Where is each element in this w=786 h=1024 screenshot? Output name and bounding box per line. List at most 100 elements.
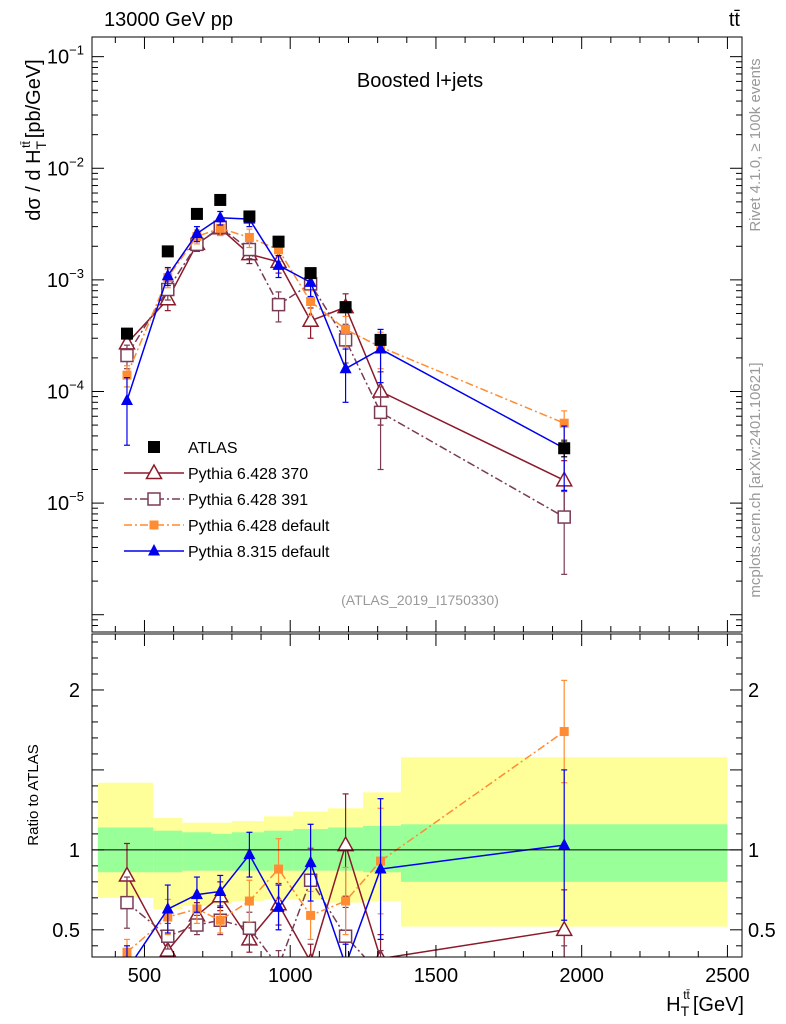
ratio-band-inner [182, 832, 212, 871]
ratio-point [242, 921, 257, 935]
ratio-point [161, 902, 174, 914]
main-series-layer [118, 193, 573, 575]
x-tick-label: 1000 [268, 965, 313, 987]
x-axis-label: HTtt̄ [GeV] [666, 988, 744, 1019]
x-tick-label: 2500 [705, 965, 750, 987]
legend-entry-pythia-6-428-370: Pythia 6.428 370 [124, 463, 308, 483]
ratio-point [558, 838, 571, 850]
legend-marker [145, 463, 163, 480]
legend-marker [148, 544, 160, 556]
main-line-pythia-6-428-370 [126, 227, 565, 481]
ratio-band-inner [153, 830, 183, 873]
ratio-point [243, 847, 256, 860]
main-point [161, 245, 174, 258]
process-label: 13000 GeV pp [104, 9, 233, 31]
main-line-pythia-8-315-default [126, 217, 565, 449]
y-tick-label: 10−3 [47, 266, 84, 292]
main-point [271, 297, 286, 312]
ratio-point [374, 862, 387, 874]
ratio-tick-label-right: 2 [748, 680, 759, 702]
legend-label: Pythia 6.428 391 [188, 492, 308, 509]
main-point [272, 235, 285, 248]
ratio-point [274, 864, 284, 874]
analysis-tag: (ATLAS_2019_I1750330) [341, 592, 499, 608]
y-axis-label-sup: tt̄ [19, 141, 33, 148]
ratio-line-pythia-6-428-default [126, 730, 565, 953]
main-point [274, 245, 284, 255]
legend-label: ATLAS [188, 440, 238, 457]
legend: ATLAS Pythia 6.428 370 Pythia 6.428 391 Pyt… [124, 440, 330, 561]
ratio-tick-label-right: 0.5 [748, 920, 776, 942]
main-point [306, 297, 316, 307]
ratio-point [555, 920, 573, 937]
mcplots-label: mcplots.cern.ch [arXiv:2401.10621] [747, 362, 764, 597]
ratio-axis-label: Ratio to ATLAS [25, 744, 42, 845]
y-axis-label-main: dσ / d H [23, 149, 45, 220]
legend-marker [147, 492, 161, 506]
main-point [373, 405, 388, 420]
main-point [215, 223, 225, 233]
legend-entry-pythia-8-315-default: Pythia 8.315 default [124, 544, 330, 561]
ratio-tick-label-left: 2 [69, 680, 80, 702]
x-axis-label-main: H [666, 994, 680, 1016]
x-tick-label: 1500 [414, 965, 459, 987]
tt-label: tt̄ [729, 9, 741, 31]
ratio-point [340, 958, 352, 970]
x-axis-label-unit: [GeV] [693, 994, 744, 1016]
legend-entry-pythia-6-428-default: Pythia 6.428 default [124, 518, 330, 535]
ratio-series-pythia-8-315-default [123, 769, 571, 970]
main-point [341, 324, 351, 334]
ratio-point [336, 835, 355, 852]
main-point [374, 333, 387, 346]
ratio-point [559, 727, 569, 737]
y-axis-label: dσ / d HTtt̄ [pb/GeV] [19, 59, 49, 220]
legend-label: Pythia 8.315 default [188, 544, 330, 561]
main-point [272, 258, 285, 270]
y-tick-label: 10−1 [47, 43, 84, 69]
ratio-band-inner [211, 833, 232, 871]
main-point [304, 275, 317, 287]
main-series-atlas [120, 193, 571, 458]
legend-label: Pythia 6.428 default [188, 518, 330, 535]
ratio-tick-label-left: 1 [69, 840, 80, 862]
main-point [120, 393, 133, 406]
legend-label: Pythia 6.428 370 [188, 466, 308, 483]
y-tick-label: 10−5 [47, 489, 84, 515]
main-point [120, 348, 134, 363]
y-axis-label-unit: [pb/GeV] [23, 59, 45, 138]
main-point [122, 370, 132, 380]
main-point [339, 301, 352, 314]
y-tick-label: 10−2 [47, 154, 84, 180]
x-axis-label-sup: tt̄ [683, 988, 690, 1002]
legend-marker [149, 520, 159, 530]
ratio-tick-label-left: 0.5 [52, 920, 80, 942]
ratio-point [120, 895, 134, 910]
ratio-point [215, 915, 225, 925]
ratio-panel-frame [91, 633, 743, 958]
ratio-point [307, 952, 314, 957]
ratio-point [304, 855, 317, 868]
ratio-point [375, 969, 387, 981]
main-point [557, 510, 571, 524]
ratio-line-pythia-6-428-370 [126, 842, 565, 957]
ratio-series-layer [118, 679, 573, 981]
main-point [301, 311, 320, 328]
ratio-tick-label-right: 1 [748, 840, 759, 862]
ratio-point [244, 896, 254, 906]
ratio-point [214, 884, 227, 896]
main-point [243, 210, 256, 223]
ratio-point [341, 896, 351, 906]
main-point [120, 327, 133, 340]
rivet-version-label: Rivet 4.1.0, ≥ 100k events [747, 58, 764, 231]
ratio-point [306, 910, 316, 920]
main-line-pythia-6-428-391 [126, 226, 565, 518]
main-point [244, 232, 254, 242]
main-point [214, 193, 227, 206]
main-point [374, 342, 387, 354]
y-tick-label: 10−4 [47, 377, 84, 403]
chart-title: Boosted l+jets [357, 70, 483, 92]
main-point [190, 207, 203, 220]
axis-ticks: 500 1000 1500 2000 2500 10−5 10−4 10−3 10−2 10−1 0… [47, 37, 776, 987]
ratio-point [190, 887, 203, 900]
